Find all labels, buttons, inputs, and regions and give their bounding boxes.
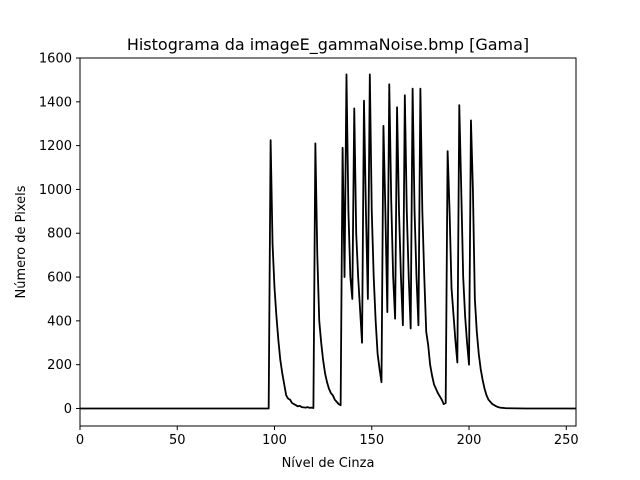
- y-tick-label: 400: [47, 314, 72, 329]
- series-layer: [80, 73, 576, 410]
- x-tick-label: 150: [359, 433, 384, 448]
- y-tick-label: 1200: [39, 139, 72, 154]
- x-axis: 0 50 100 150 200 250: [76, 426, 579, 448]
- y-tick-label: 200: [47, 358, 72, 373]
- x-tick-label: 200: [457, 433, 482, 448]
- series-line: [80, 73, 576, 410]
- y-axis: 0 200 400 600 800 1000 1200 1400 1600: [39, 52, 80, 417]
- x-tick-label: 50: [169, 433, 186, 448]
- y-tick-label: 800: [47, 227, 72, 242]
- y-tick-label: 1600: [39, 52, 72, 67]
- y-axis-label: Número de Pixels: [14, 185, 29, 298]
- x-tick-label: 100: [262, 433, 287, 448]
- y-tick-label: 0: [64, 402, 72, 417]
- y-tick-label: 1000: [39, 183, 72, 198]
- y-tick-label: 1400: [39, 95, 72, 110]
- plot-area: [79, 57, 577, 427]
- x-tick-label: 250: [554, 433, 579, 448]
- y-tick-label: 600: [47, 271, 72, 286]
- x-axis-label: Nível de Cinza: [282, 456, 375, 471]
- chart-title: Histograma da imageE_gammaNoise.bmp [Gam…: [127, 35, 529, 55]
- x-tick-label: 0: [76, 433, 84, 448]
